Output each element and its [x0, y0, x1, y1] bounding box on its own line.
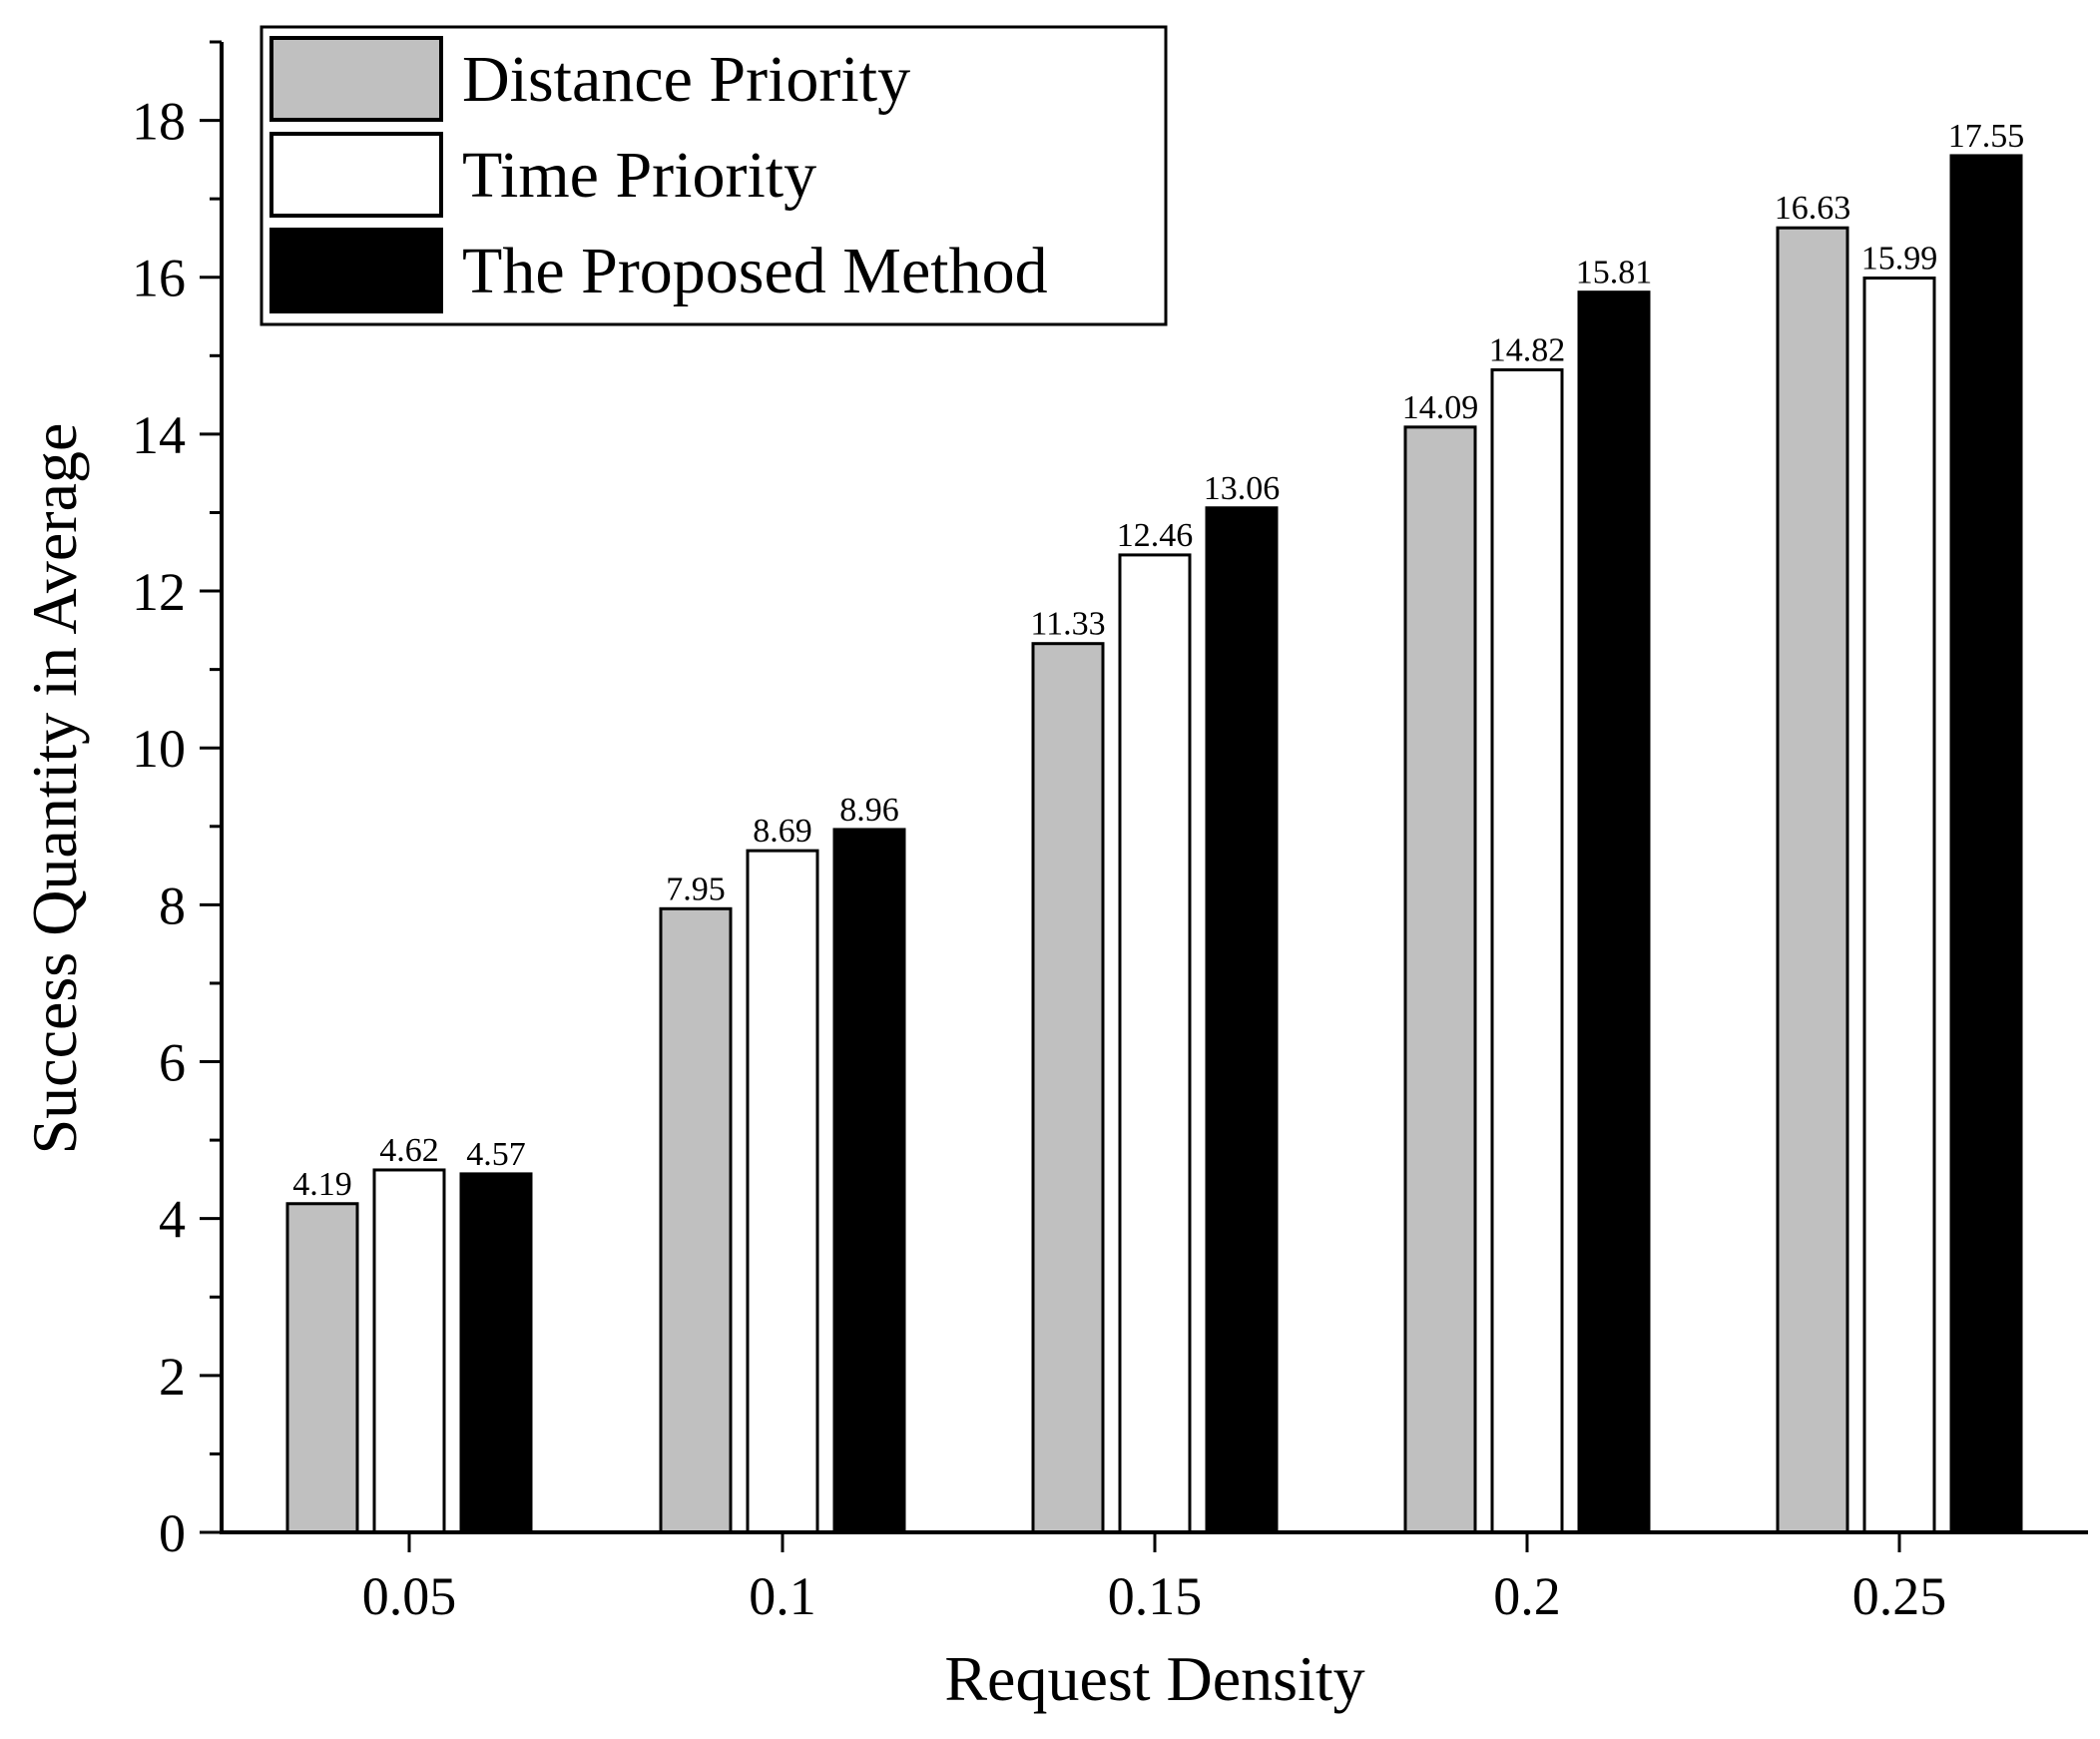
- bar-time-priority-0-25: [1862, 277, 1936, 1534]
- y-tick-label-6: 6: [159, 1033, 186, 1093]
- legend-swatch-proposed-method: [269, 228, 443, 313]
- bar-distance-priority-0-25: [1776, 226, 1849, 1534]
- data-labels-layer: 4.19 7.95 11.33 14.09 16.63 4.62 8.69 12.46 14.8…: [292, 118, 2024, 1203]
- legend-swatch-distance-priority: [269, 36, 443, 122]
- x-axis-title: Request Density: [944, 1643, 1364, 1714]
- bar-distance-priority-0-15: [1031, 642, 1105, 1534]
- data-label-time-priority-0-1: 8.69: [753, 813, 812, 850]
- x-tick-label-0-05: 0.05: [362, 1566, 457, 1626]
- y-tick-label-10: 10: [132, 719, 186, 779]
- y-tick-label-2: 2: [159, 1347, 186, 1407]
- data-label-distance-priority-0-2: 14.09: [1402, 389, 1479, 426]
- bar-the-proposed-method-0-05: [459, 1172, 533, 1534]
- legend-label-time-priority: Time Priority: [462, 139, 816, 212]
- bar-time-priority-0-05: [372, 1168, 446, 1534]
- y-tick-label-14: 14: [132, 405, 186, 465]
- x-tick-label-0-1: 0.1: [749, 1566, 816, 1626]
- data-label-distance-priority-0-05: 4.19: [292, 1166, 352, 1203]
- legend-swatch-time-priority: [269, 132, 443, 218]
- bar-the-proposed-method-0-25: [1949, 154, 2023, 1534]
- bar-time-priority-0-2: [1490, 367, 1564, 1534]
- y-tick-label-4: 4: [159, 1190, 186, 1250]
- data-label-the-proposed-method-0-2: 15.81: [1576, 255, 1653, 291]
- x-tick-label-0-2: 0.2: [1493, 1566, 1561, 1626]
- x-tick-label-0-15: 0.15: [1108, 1566, 1203, 1626]
- data-label-distance-priority-0-1: 7.95: [666, 870, 726, 907]
- y-ticks: 0 2 4 6 8 10 12 14 16 18: [132, 40, 222, 1563]
- y-tick-label-16: 16: [132, 249, 186, 308]
- data-label-time-priority-0-15: 12.46: [1117, 517, 1194, 554]
- y-tick-label-0: 0: [159, 1503, 186, 1563]
- bar-the-proposed-method-0-1: [832, 828, 906, 1534]
- y-tick-label-12: 12: [132, 562, 186, 622]
- data-label-time-priority-0-05: 4.62: [379, 1132, 439, 1169]
- legend-label-distance-priority: Distance Priority: [462, 43, 910, 116]
- legend-label-proposed-method: The Proposed Method: [462, 235, 1048, 307]
- legend: Distance Priority Time Priority The Prop…: [260, 25, 1168, 326]
- bar-the-proposed-method-0-2: [1577, 290, 1651, 1534]
- data-label-time-priority-0-25: 15.99: [1861, 241, 1938, 278]
- x-tick-label-0-25: 0.25: [1852, 1566, 1947, 1626]
- bar-distance-priority-0-2: [1403, 425, 1477, 1534]
- y-axis-title: Success Quantity in Average: [19, 423, 90, 1155]
- x-ticks: 0.05 0.1 0.15 0.2 0.25: [362, 1532, 1947, 1626]
- data-label-the-proposed-method-0-1: 8.96: [839, 792, 899, 829]
- bar-time-priority-0-15: [1118, 553, 1192, 1534]
- data-label-time-priority-0-2: 14.82: [1489, 331, 1566, 368]
- y-tick-label-18: 18: [132, 92, 186, 152]
- data-label-distance-priority-0-25: 16.63: [1775, 190, 1851, 227]
- y-tick-label-8: 8: [159, 875, 186, 935]
- data-label-the-proposed-method-0-15: 13.06: [1204, 470, 1281, 507]
- bar-time-priority-0-1: [746, 849, 819, 1534]
- bar-the-proposed-method-0-15: [1205, 506, 1279, 1534]
- bar-distance-priority-0-05: [285, 1202, 359, 1534]
- data-label-the-proposed-method-0-05: 4.57: [466, 1136, 526, 1173]
- bars-layer: [285, 154, 2023, 1534]
- bar-distance-priority-0-1: [659, 906, 733, 1534]
- data-label-the-proposed-method-0-25: 17.55: [1948, 118, 2025, 155]
- data-label-distance-priority-0-15: 11.33: [1030, 606, 1105, 643]
